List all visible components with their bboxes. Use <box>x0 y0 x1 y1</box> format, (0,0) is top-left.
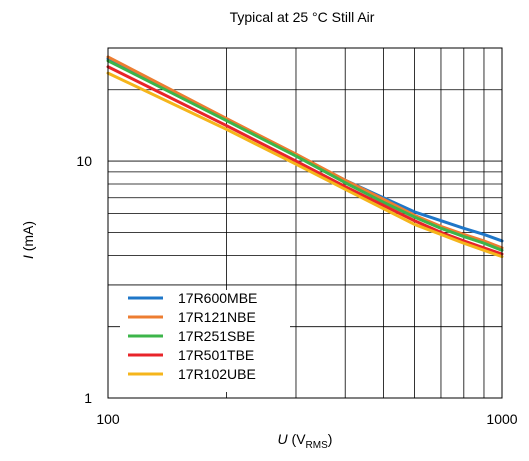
series-line <box>106 59 504 252</box>
legend: 17R600MBE 17R121NBE 17R251SBE 17R501TBE 17R1… <box>120 290 290 392</box>
x-tick-label: 1000 <box>486 411 517 427</box>
y-tick-label: 10 <box>76 153 92 169</box>
legend-label: 17R251SBE <box>178 328 255 344</box>
legend-label: 17R600MBE <box>178 290 257 306</box>
tick-labels: 100 1000 1 10 <box>76 153 517 427</box>
x-axis-unit-close: ) <box>328 431 333 447</box>
plot-area-frame <box>107 47 503 399</box>
legend-label: 17R121NBE <box>178 309 256 325</box>
y-axis-variable: I <box>20 255 36 259</box>
chart-title: Typical at 25 °C Still Air <box>230 9 375 25</box>
legend-label: 17R501TBE <box>178 347 254 363</box>
x-axis-unit-open: (V <box>288 431 307 447</box>
y-axis-unit: (mA) <box>20 221 36 255</box>
x-tick-label: 100 <box>96 411 120 427</box>
series-line <box>106 65 504 256</box>
y-axis-label: I (mA) <box>20 221 36 259</box>
series-line <box>106 55 504 250</box>
series-lines <box>106 55 504 259</box>
y-tick-label: 1 <box>84 390 92 406</box>
x-axis-unit-subscript: RMS <box>306 440 329 451</box>
legend-label: 17R102UBE <box>178 366 256 382</box>
series-line <box>106 71 504 259</box>
x-axis-variable: U <box>278 431 289 447</box>
x-axis-label: U (VRMS) <box>278 431 333 451</box>
